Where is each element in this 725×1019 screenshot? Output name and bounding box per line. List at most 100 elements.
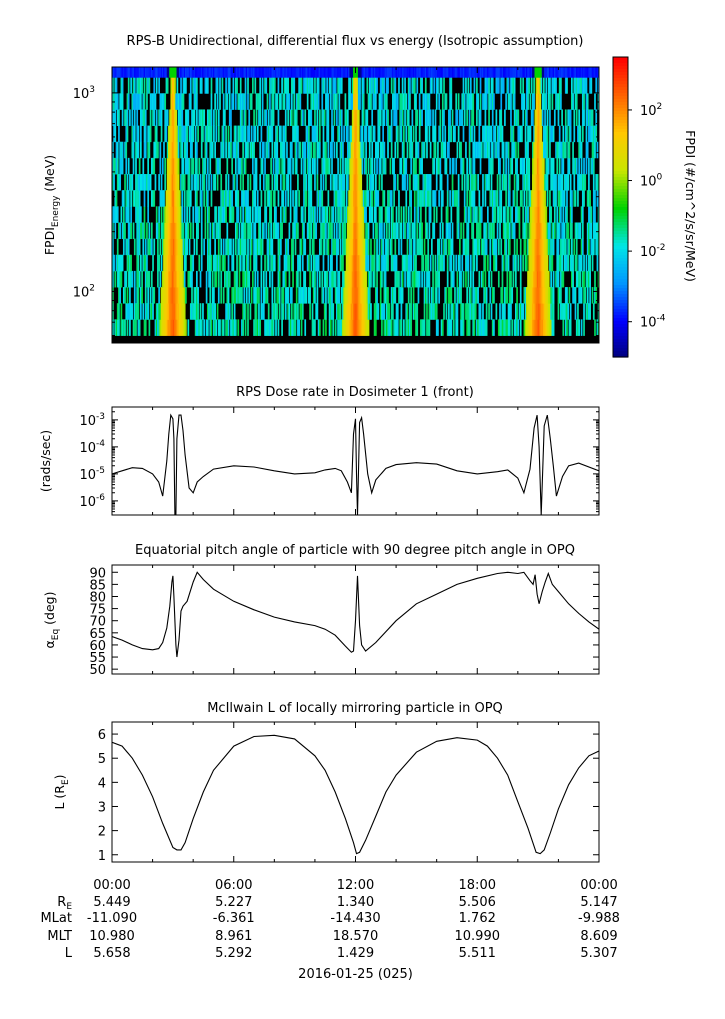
heatmap-cell xyxy=(411,109,414,126)
heatmap-cell xyxy=(124,222,126,240)
heatmap-cell xyxy=(438,270,441,288)
heatmap-cell xyxy=(147,303,150,320)
heatmap-cell xyxy=(468,125,471,143)
heatmap-cell xyxy=(535,254,538,272)
heatmap-cell xyxy=(148,67,151,78)
heatmap-cell xyxy=(542,141,545,159)
heatmap-cell xyxy=(214,254,216,272)
heatmap-cell xyxy=(529,319,532,336)
heatmap-cell xyxy=(174,93,176,110)
heatmap-cell xyxy=(538,67,540,78)
heatmap-cell xyxy=(365,109,367,126)
heatmap-cell xyxy=(368,303,371,320)
heatmap-cell xyxy=(435,174,438,191)
heatmap-cell xyxy=(451,109,454,126)
heatmap-cell xyxy=(241,319,243,336)
heatmap-cell xyxy=(231,93,234,110)
heatmap-cell xyxy=(308,77,310,94)
heatmap-cell xyxy=(506,287,509,304)
colorbar-strip xyxy=(613,297,628,301)
heatmap-cell xyxy=(473,190,476,207)
heatmap-cell xyxy=(340,254,343,272)
heatmap-cell xyxy=(346,157,349,175)
heatmap-cell xyxy=(533,222,535,240)
heatmap-cell xyxy=(393,222,395,240)
heatmap-cell xyxy=(209,141,212,159)
heatmap-cell xyxy=(516,190,518,207)
heatmap-cell xyxy=(168,222,170,240)
y-tick-label: 10-4 xyxy=(79,439,105,456)
heatmap-cell xyxy=(343,238,346,256)
heatmap-cell xyxy=(334,67,337,78)
heatmap-cell xyxy=(140,93,142,110)
heatmap-cell xyxy=(213,303,215,320)
heatmap-cell xyxy=(304,174,307,191)
heatmap-cell xyxy=(177,254,180,272)
heatmap-cell xyxy=(182,157,185,175)
heatmap-cell xyxy=(284,270,287,288)
heatmap-cell xyxy=(420,238,422,256)
heatmap-cell xyxy=(365,67,367,78)
heatmap-cell xyxy=(355,319,358,336)
y-tick-label: 10-5 xyxy=(79,466,105,483)
heatmap-cell xyxy=(424,77,427,94)
heatmap-cell xyxy=(261,238,264,256)
heatmap-cell xyxy=(222,287,225,304)
heatmap-cell xyxy=(395,206,398,223)
heatmap-cell xyxy=(136,141,139,159)
heatmap-cell xyxy=(187,109,190,126)
heatmap-cell xyxy=(544,174,546,191)
heatmap-cell xyxy=(445,303,448,320)
heatmap-cell xyxy=(361,109,364,126)
heatmap-cell xyxy=(250,67,253,78)
heatmap-cell xyxy=(200,206,203,223)
heatmap-cell xyxy=(578,67,581,78)
heatmap-cell xyxy=(583,303,585,320)
heatmap-cell xyxy=(153,77,156,94)
heatmap-cell xyxy=(390,238,393,256)
heatmap-cell xyxy=(283,157,286,175)
heatmap-cell xyxy=(564,238,567,256)
heatmap-cell xyxy=(237,67,240,78)
heatmap-cell xyxy=(360,238,363,256)
heatmap-cell xyxy=(360,190,363,207)
heatmap-cell xyxy=(395,109,398,126)
heatmap-cell xyxy=(502,174,505,191)
heatmap-cell xyxy=(592,157,595,175)
heatmap-cell xyxy=(510,109,512,126)
heatmap-cell xyxy=(552,303,555,320)
heatmap-cell xyxy=(448,125,450,143)
heatmap-cell xyxy=(468,157,471,175)
heatmap-cell xyxy=(491,93,494,110)
heatmap-cell xyxy=(287,190,290,207)
heatmap-cell xyxy=(331,125,333,143)
heatmap-cell xyxy=(337,67,339,78)
heatmap-cell xyxy=(163,270,165,288)
heatmap-cell xyxy=(258,67,260,78)
heatmap-cell xyxy=(356,206,359,223)
heatmap-cell xyxy=(528,157,531,175)
heatmap-cell xyxy=(501,141,504,159)
heatmap-cell xyxy=(365,157,367,175)
heatmap-cell xyxy=(433,157,436,175)
heatmap-cell xyxy=(337,287,339,304)
heatmap-cell xyxy=(256,270,259,288)
heatmap-cell xyxy=(215,206,218,223)
heatmap-cell xyxy=(535,141,538,159)
heatmap-cell xyxy=(489,254,492,272)
heatmap-cell xyxy=(132,141,135,159)
heatmap-cell xyxy=(242,67,244,78)
heatmap-cell xyxy=(435,287,438,304)
heatmap-cell xyxy=(522,174,525,191)
heatmap-cell xyxy=(353,157,355,175)
heatmap-cell xyxy=(467,254,470,272)
colorbar-strip xyxy=(613,267,628,271)
heatmap-cell xyxy=(309,303,311,320)
heatmap-cell xyxy=(511,319,514,336)
heatmap-cell xyxy=(153,238,156,256)
heatmap-cell xyxy=(131,141,134,159)
heatmap-cell xyxy=(181,190,184,207)
heatmap-cell xyxy=(351,303,354,320)
heatmap-cell xyxy=(217,287,220,304)
heatmap-cell xyxy=(518,206,521,223)
